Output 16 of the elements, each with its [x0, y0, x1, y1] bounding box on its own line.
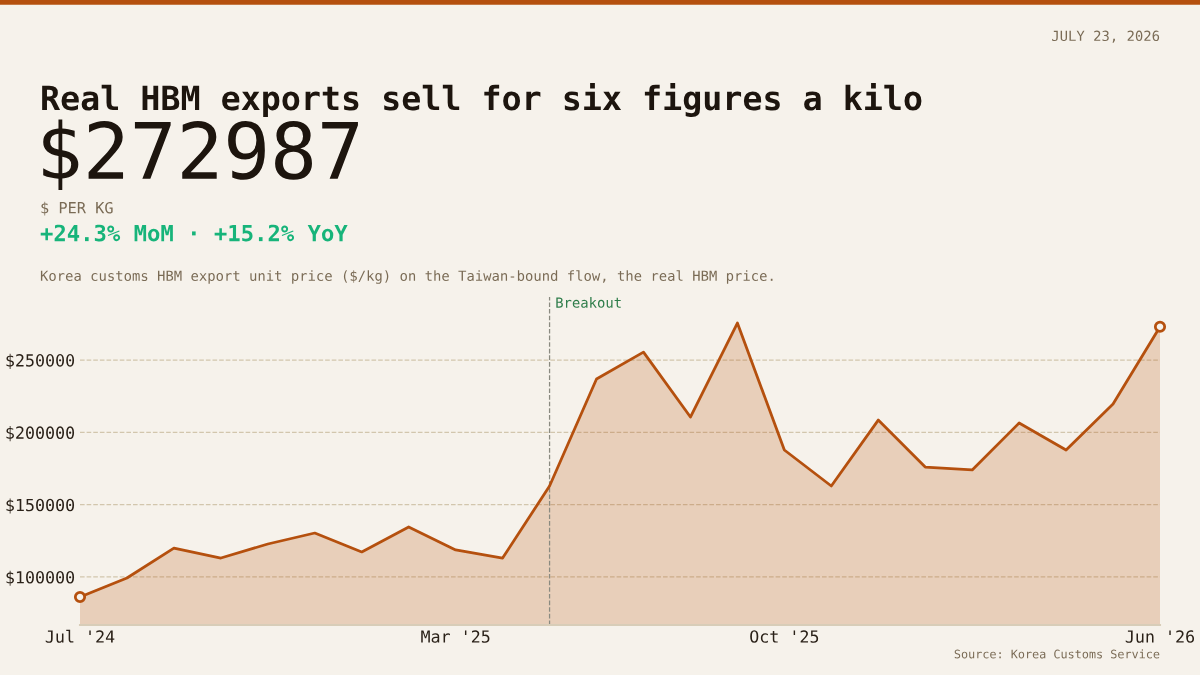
source-note: Source: Korea Customs Service	[954, 649, 1160, 659]
text: Korea customs HBM export unit price ($/kg) on the Taiwan-bound flow, the real HBM price.	[40, 270, 773, 284]
ref-line-label: Breakout	[556, 297, 621, 308]
y-tick-label: $250000	[6, 353, 75, 369]
chart-title: Real HBM exports sell for six figures a kilo	[42, 82, 922, 118]
x-tick-label: Jun '26	[1125, 630, 1195, 643]
x-tick-label: Jul '24	[45, 629, 115, 643]
x-tick-label: Oct '25	[750, 630, 819, 643]
y-tick-label: $150000	[6, 498, 75, 514]
y-tick-label: $100000	[6, 570, 75, 586]
text: JULY 23, 2026	[1052, 30, 1160, 43]
text: $272987	[43, 119, 358, 191]
x-tick-label: Mar '25	[421, 630, 490, 643]
text: +24.3% MoM · +15.2% YoY	[40, 224, 348, 242]
text: $ PER KG	[41, 201, 113, 216]
y-tick-label: $200000	[6, 426, 75, 442]
